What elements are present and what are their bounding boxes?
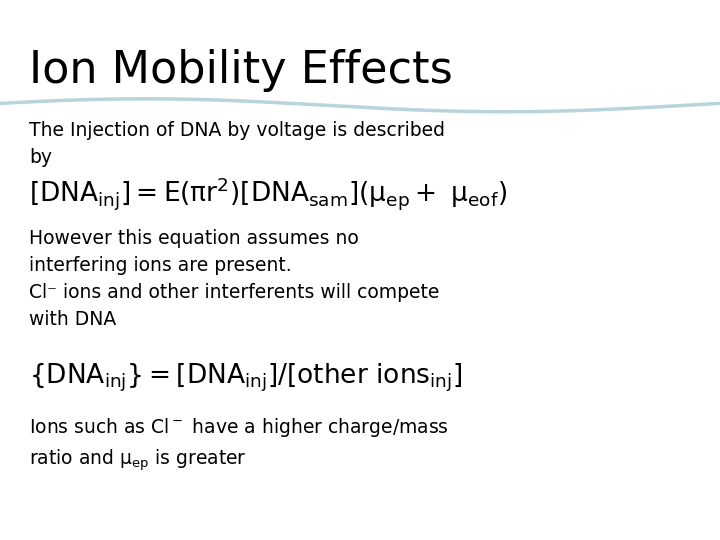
Text: $\mathregular{[DNA_{inj}] = E(\pi r^2)[DNA_{sam}](\mu_{ep}+\ \mu_{eof})}$: $\mathregular{[DNA_{inj}] = E(\pi r^2)[D… [29,176,507,212]
Text: Cl⁻ ions and other interferents will compete
with DNA: Cl⁻ ions and other interferents will com… [29,284,439,329]
Text: However this equation assumes no
interfering ions are present.: However this equation assumes no interfe… [29,230,359,275]
Text: Ion Mobility Effects: Ion Mobility Effects [29,49,453,92]
Text: Ions such as Cl$^-$ have a higher charge/mass
ratio and $\mathregular{\mu_{ep}}$: Ions such as Cl$^-$ have a higher charge… [29,416,449,473]
Text: The Injection of DNA by voltage is described
by: The Injection of DNA by voltage is descr… [29,122,445,167]
Text: $\mathregular{\{DNA_{inj}\} = [DNA_{inj}]/[other\ ions_{inj}]}$: $\mathregular{\{DNA_{inj}\} = [DNA_{inj}… [29,362,462,394]
